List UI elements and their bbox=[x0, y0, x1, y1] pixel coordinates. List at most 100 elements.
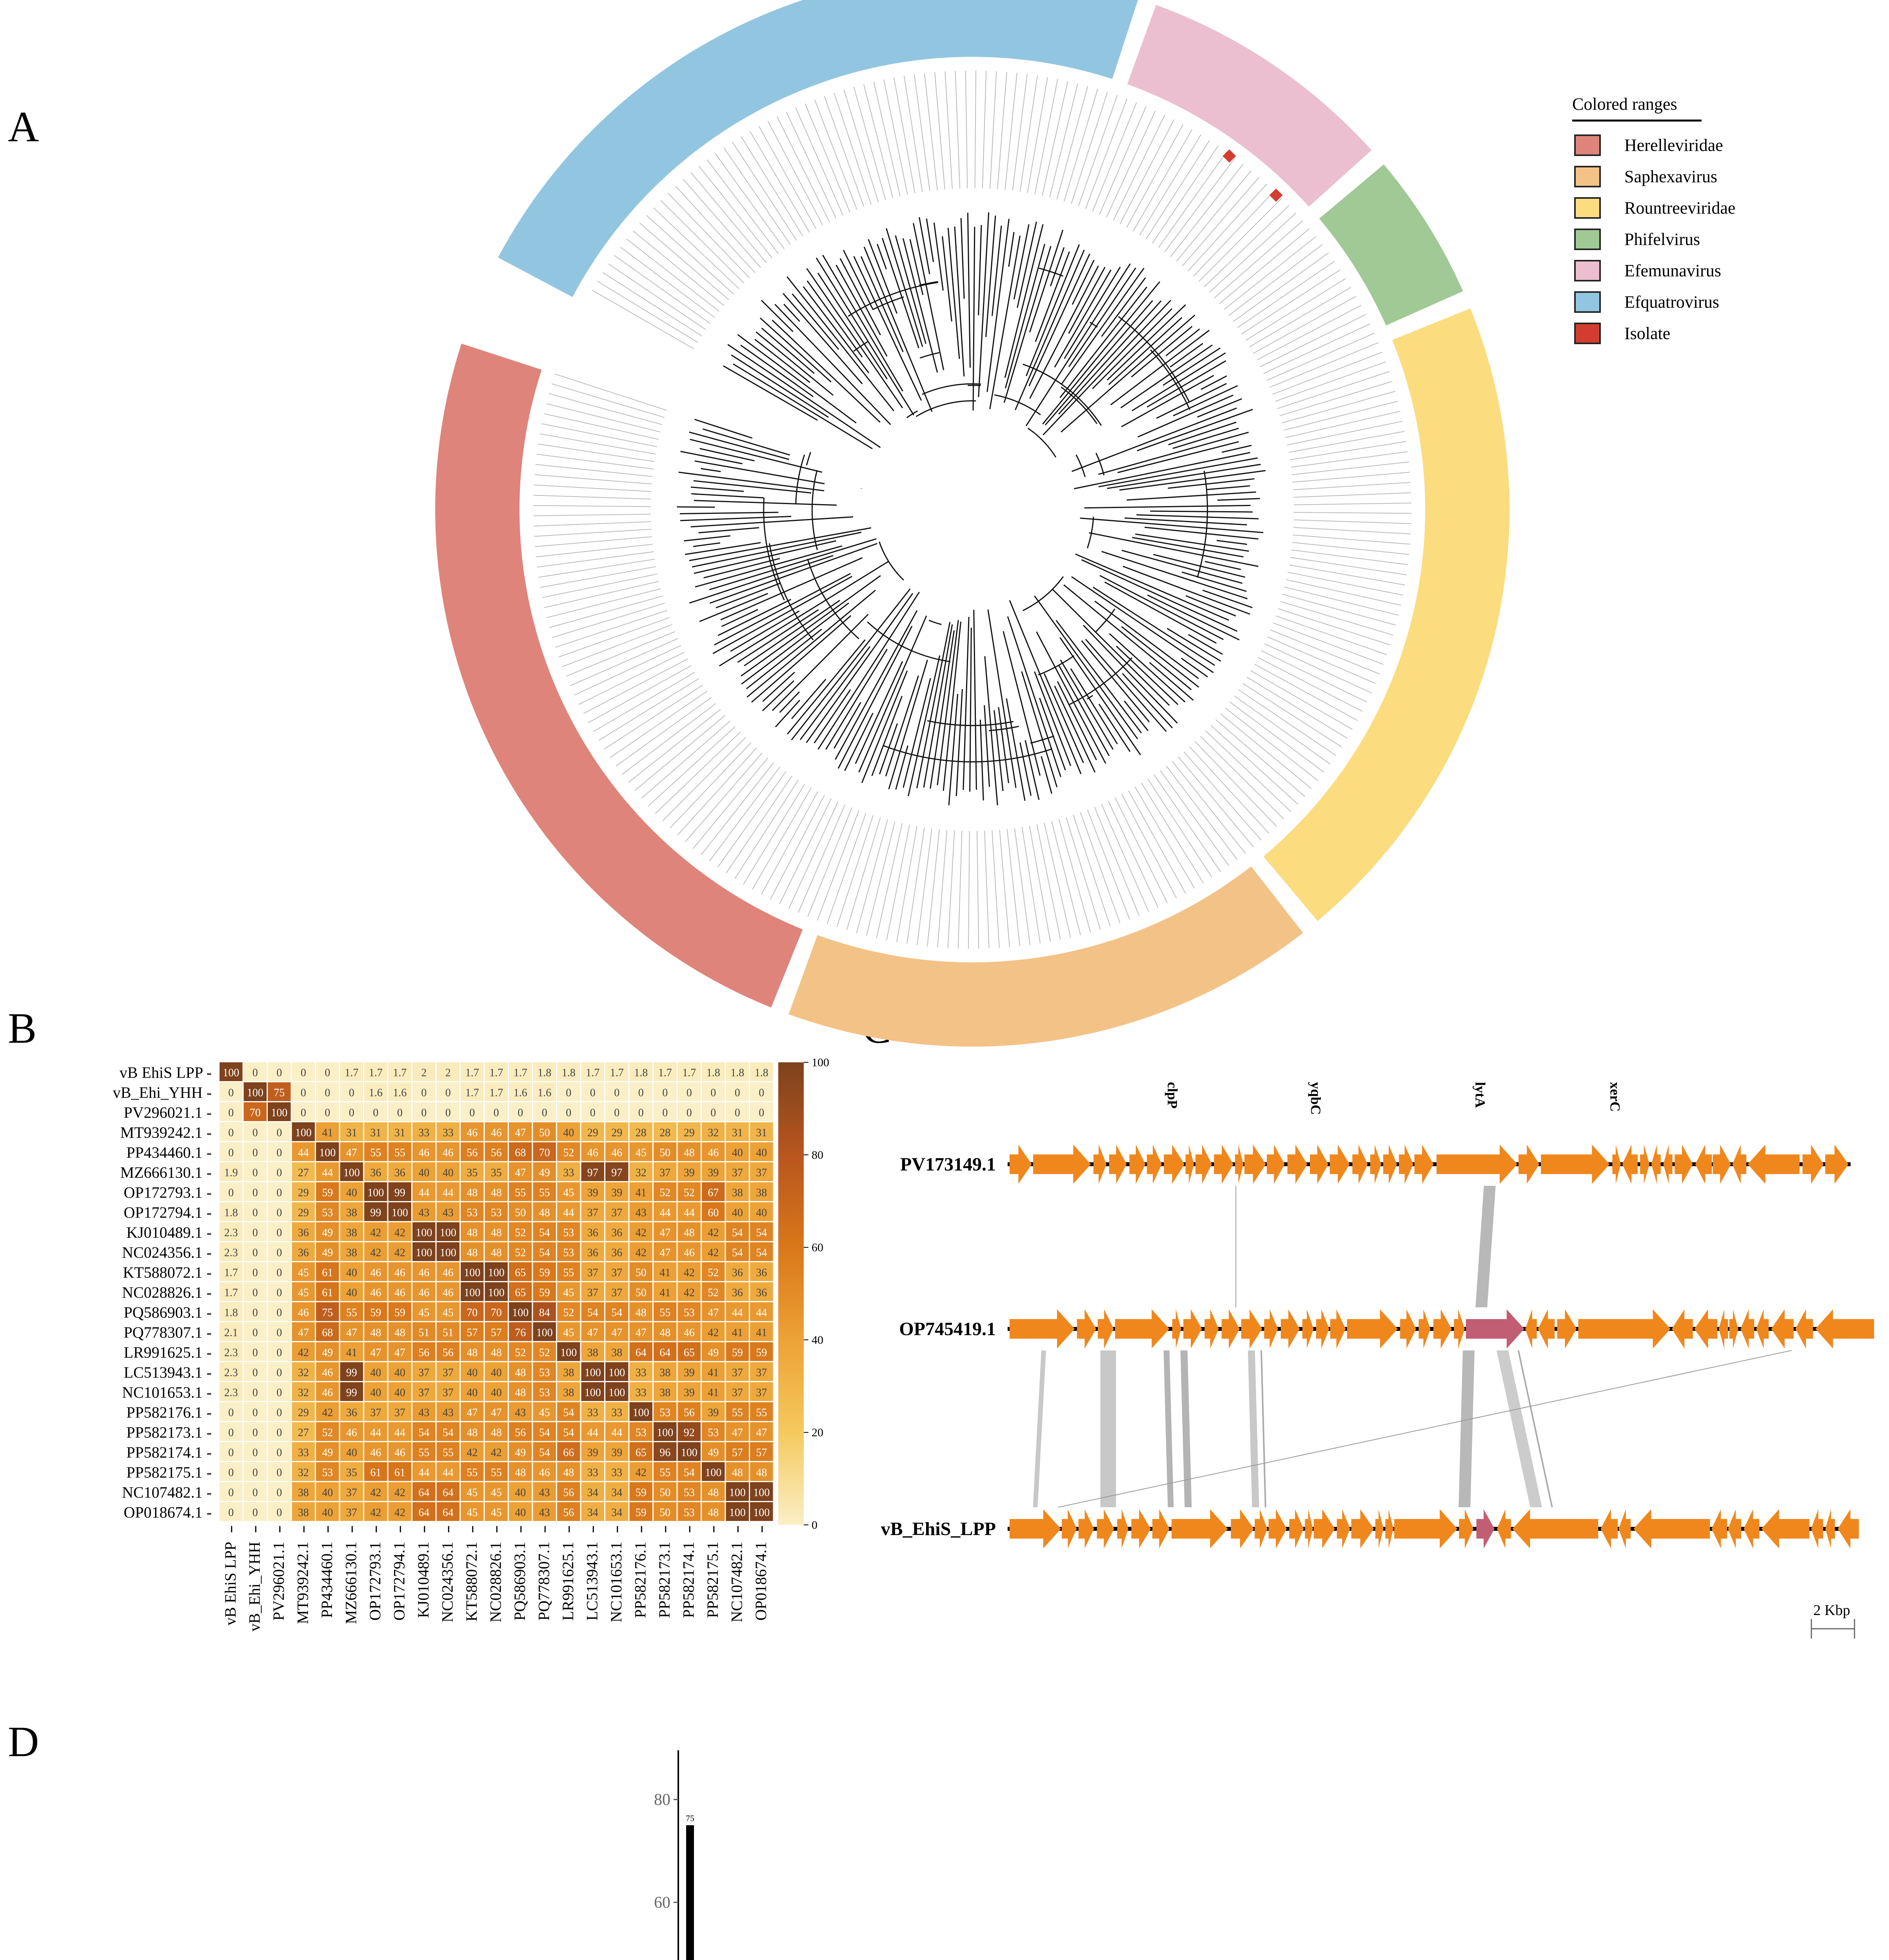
heatmap-cell bbox=[436, 1122, 460, 1141]
tree-branch bbox=[860, 256, 904, 352]
heatmap-cell bbox=[340, 1102, 363, 1121]
heatmap-cell-value: 64 bbox=[659, 1347, 670, 1359]
heatmap-cell-value: 52 bbox=[563, 1307, 574, 1319]
heatmap-cell bbox=[654, 1222, 677, 1241]
synteny-link bbox=[1235, 1186, 1237, 1307]
heatmap-cell bbox=[629, 1182, 652, 1201]
heatmap-cell-value: 33 bbox=[563, 1167, 574, 1179]
heatmap-cell-value: 55 bbox=[443, 1447, 454, 1459]
heatmap-cell-value: 27 bbox=[298, 1167, 309, 1179]
heatmap-cell-value: 33 bbox=[636, 1387, 647, 1399]
heatmap-cell-value: 0 bbox=[662, 1107, 668, 1119]
heatmap-cell-value: 56 bbox=[684, 1407, 695, 1419]
gene-arrow bbox=[1204, 1309, 1219, 1348]
tree-branch bbox=[1109, 633, 1186, 702]
heatmap-cell-value: 51 bbox=[443, 1327, 454, 1339]
heatmap-cell-value: 2.3 bbox=[224, 1347, 238, 1359]
heatmap-cell-value: 40 bbox=[467, 1387, 478, 1399]
heatmap-cell-value: 42 bbox=[467, 1447, 478, 1459]
heatmap-cell-value: 0 bbox=[397, 1107, 403, 1119]
tree-branch bbox=[787, 639, 866, 735]
legend-swatch bbox=[1574, 260, 1601, 281]
leaf-label-line bbox=[1277, 371, 1390, 409]
heatmap-cell bbox=[702, 1482, 725, 1501]
heatmap-cell-value: 29 bbox=[587, 1127, 598, 1139]
heatmap-cell bbox=[292, 1482, 315, 1501]
tree-branch bbox=[1019, 742, 1032, 796]
heatmap-cell-value: 54 bbox=[539, 1447, 550, 1459]
heatmap-cell-value: 44 bbox=[418, 1187, 429, 1199]
heatmap-cell bbox=[292, 1082, 315, 1101]
leaf-label-line bbox=[734, 780, 799, 879]
heatmap-cell-value: 55 bbox=[659, 1467, 670, 1479]
heatmap-cell bbox=[388, 1502, 411, 1521]
tree-branch bbox=[1101, 277, 1146, 337]
tree-branch bbox=[747, 590, 876, 698]
heatmap-cell bbox=[412, 1462, 436, 1481]
heatmap-cell-value: 61 bbox=[370, 1467, 381, 1479]
heatmap-cell-value: 37 bbox=[756, 1387, 767, 1399]
heatmap-cell bbox=[461, 1082, 484, 1101]
heatmap-cell bbox=[412, 1362, 436, 1381]
gene-arrow bbox=[1713, 1145, 1731, 1184]
heatmap-cell bbox=[436, 1302, 460, 1321]
heatmap-cell bbox=[364, 1302, 387, 1321]
heatmap-cell-value: 48 bbox=[370, 1327, 381, 1339]
leaf-label-line bbox=[551, 383, 665, 418]
leaf-label-line bbox=[1257, 657, 1363, 712]
leaf-label-line bbox=[761, 791, 818, 895]
heatmap-cell bbox=[388, 1382, 411, 1401]
heatmap-cell-value: 38 bbox=[563, 1387, 574, 1399]
gene-arrow bbox=[1394, 1509, 1458, 1548]
tree-arc-branch bbox=[989, 726, 1019, 731]
heatmap-cell-value: 53 bbox=[539, 1367, 550, 1379]
tree-branch bbox=[1003, 246, 1052, 403]
tree-branch bbox=[756, 331, 834, 396]
tree-branch bbox=[1057, 681, 1097, 760]
tree-branch bbox=[1071, 576, 1214, 673]
heatmap-cell bbox=[461, 1142, 484, 1161]
heatmap-cell bbox=[388, 1122, 411, 1141]
tree-branch bbox=[1110, 330, 1210, 406]
heatmap-cell-value: 100 bbox=[512, 1307, 529, 1319]
synteny-link bbox=[1497, 1350, 1542, 1507]
gene-arrow bbox=[1214, 1145, 1233, 1184]
leaf-label-line bbox=[1245, 278, 1346, 341]
gene-arrow bbox=[1622, 1145, 1638, 1184]
heatmap-cell bbox=[412, 1162, 436, 1181]
heatmap-cell-value: 42 bbox=[394, 1507, 405, 1519]
tree-branch bbox=[775, 700, 800, 728]
tree-branch bbox=[731, 354, 829, 418]
tree-branch bbox=[1035, 251, 1070, 342]
heatmap-cell bbox=[654, 1302, 677, 1321]
tree-branch bbox=[885, 675, 919, 777]
heatmap-cell bbox=[388, 1262, 411, 1281]
tree-branch bbox=[1121, 550, 1243, 584]
heatmap-cell bbox=[436, 1402, 460, 1421]
heatmap-cell-value: 42 bbox=[636, 1227, 647, 1239]
heatmap-cell bbox=[412, 1442, 436, 1461]
heatmap-cell-value: 55 bbox=[370, 1147, 381, 1159]
heatmap-cell-value: 100 bbox=[536, 1327, 553, 1339]
heatmap-cell-value: 35 bbox=[491, 1167, 502, 1179]
heatmap-cell bbox=[605, 1402, 628, 1421]
heatmap-cell-value: 47 bbox=[732, 1427, 743, 1439]
heatmap-col-label: OP172794.1 bbox=[390, 1542, 408, 1621]
leaf-label-line bbox=[1153, 774, 1221, 872]
leaf-label-line bbox=[1246, 677, 1348, 739]
leaf-label-line bbox=[914, 74, 930, 191]
synteny-link bbox=[1163, 1350, 1174, 1507]
heatmap-cell-value: 44 bbox=[394, 1427, 405, 1439]
heatmap-cell bbox=[533, 1322, 556, 1341]
heatmap-cell bbox=[316, 1382, 339, 1401]
tree-branch bbox=[1064, 267, 1121, 359]
heatmap-cell bbox=[268, 1322, 291, 1341]
gene-arrow bbox=[1612, 1145, 1621, 1184]
tree-branch bbox=[943, 621, 962, 791]
panel-label-a: A bbox=[8, 103, 39, 151]
heatmap-cell bbox=[461, 1402, 484, 1421]
heatmap-cell bbox=[340, 1242, 363, 1261]
leaf-label-line bbox=[598, 678, 699, 741]
heatmap-cell bbox=[581, 1102, 604, 1121]
heatmap-cell-value: 0 bbox=[276, 1387, 282, 1399]
